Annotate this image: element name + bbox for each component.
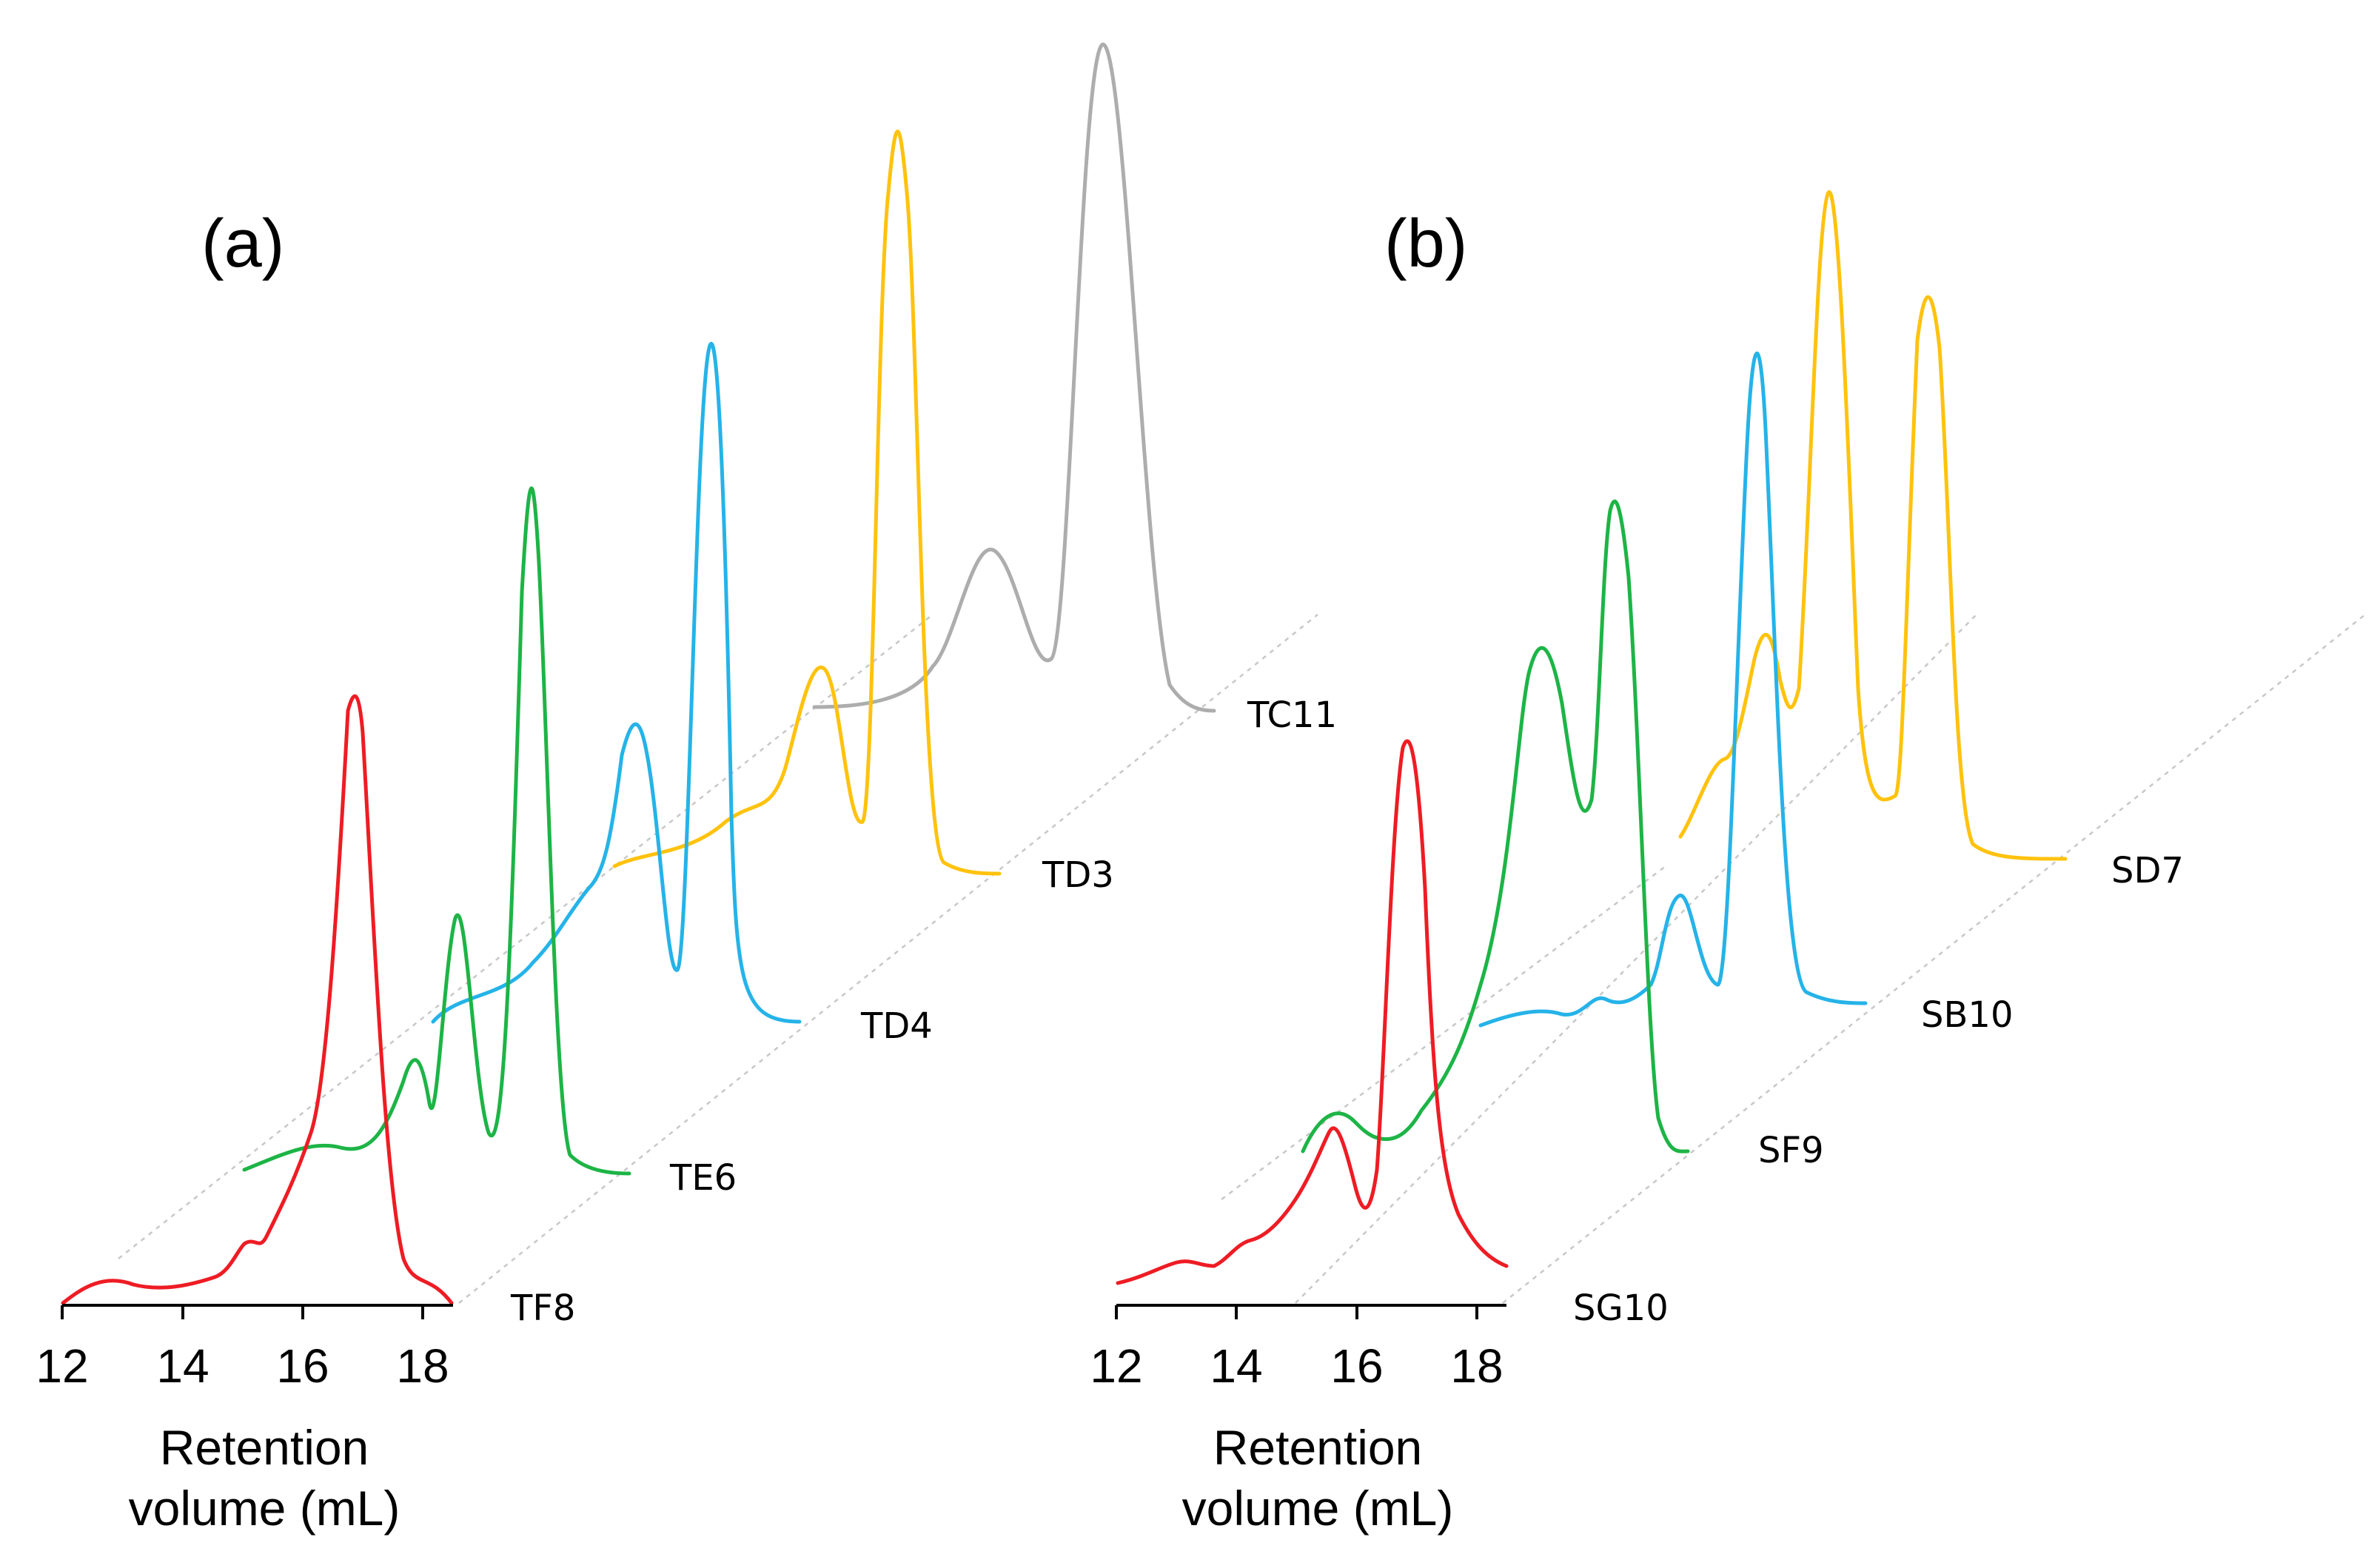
label-te6: TE6 bbox=[669, 1157, 737, 1199]
panel-b: (b) 12 14 16 18 Retention volume (mL) SG… bbox=[1090, 190, 2366, 1536]
panel-a-xlabel-line2: volume (mL) bbox=[129, 1481, 400, 1536]
label-tc11: TC11 bbox=[1247, 694, 1337, 736]
label-sf9: SF9 bbox=[1758, 1130, 1824, 1171]
trace-sd7 bbox=[1678, 190, 2068, 861]
panel-b-tick-label-18: 18 bbox=[1450, 1339, 1503, 1393]
panel-a-tick-label-12: 12 bbox=[36, 1339, 88, 1393]
label-td4: TD4 bbox=[860, 1005, 933, 1047]
trace-sf9 bbox=[1301, 499, 1690, 1153]
trace-tf8 bbox=[61, 694, 454, 1305]
panel-b-xlabel-line2: volume (mL) bbox=[1182, 1481, 1454, 1536]
label-sd7: SD7 bbox=[2111, 850, 2184, 891]
panel-a-xlabel-line1: Retention bbox=[160, 1420, 369, 1475]
label-sb10: SB10 bbox=[1921, 994, 2013, 1036]
panel-b-tick-label-12: 12 bbox=[1090, 1339, 1142, 1393]
panel-b-guide-3 bbox=[1221, 865, 1666, 1200]
panel-a-tick-label-16: 16 bbox=[276, 1339, 329, 1393]
panel-b-xlabel-line1: Retention bbox=[1213, 1420, 1423, 1475]
panel-b-tick-label-16: 16 bbox=[1330, 1339, 1383, 1393]
label-sg10: SG10 bbox=[1573, 1288, 1669, 1329]
label-tf8: TF8 bbox=[510, 1288, 575, 1329]
trace-te6 bbox=[242, 486, 631, 1176]
trace-sb10 bbox=[1478, 352, 1868, 1028]
panel-b-tick-label-14: 14 bbox=[1210, 1339, 1262, 1393]
label-td3: TD3 bbox=[1042, 854, 1114, 896]
panel-a-tick-label-14: 14 bbox=[156, 1339, 209, 1393]
trace-td3 bbox=[612, 130, 1002, 876]
trace-tc11 bbox=[812, 42, 1216, 713]
panel-a-guide-1 bbox=[118, 614, 933, 1259]
panel-a-label: (a) bbox=[201, 206, 284, 281]
trace-td4 bbox=[431, 341, 802, 1024]
panel-a-tick-label-18: 18 bbox=[396, 1339, 449, 1393]
panel-a-guide-2 bbox=[458, 614, 1318, 1304]
trace-sg10 bbox=[1116, 739, 1509, 1285]
panel-b-guide-1 bbox=[1295, 614, 1977, 1304]
panel-b-guide-2 bbox=[1502, 614, 2366, 1304]
panel-b-label: (b) bbox=[1384, 206, 1467, 281]
panel-a: (a) 12 14 16 18 Retention volume (mL) TF… bbox=[36, 42, 1337, 1536]
